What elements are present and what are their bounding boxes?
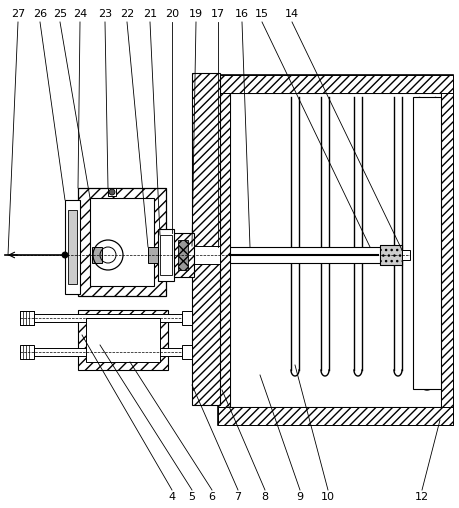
Bar (218, 75, 453, 425)
Bar (78, 310, 168, 370)
Bar (20, 345, 34, 359)
Bar (20, 311, 34, 325)
Text: 7: 7 (235, 492, 241, 502)
Text: 23: 23 (98, 9, 112, 19)
Circle shape (109, 189, 115, 195)
Bar (230, 247, 398, 263)
Bar (178, 240, 188, 270)
Bar (172, 233, 194, 277)
Text: 27: 27 (11, 9, 25, 19)
Bar (402, 250, 410, 260)
Text: 5: 5 (189, 492, 196, 502)
Text: 22: 22 (120, 9, 134, 19)
Text: 16: 16 (235, 9, 249, 19)
Bar (218, 93, 230, 407)
Bar (78, 188, 166, 296)
Text: 26: 26 (33, 9, 47, 19)
Bar (230, 93, 441, 407)
Text: 8: 8 (262, 492, 269, 502)
Bar (68, 210, 77, 284)
Text: 25: 25 (53, 9, 67, 19)
Bar (218, 75, 453, 93)
Bar (86, 318, 160, 362)
Text: 12: 12 (415, 492, 429, 502)
Bar (34, 348, 189, 356)
Bar (65, 200, 80, 294)
Text: 17: 17 (211, 9, 225, 19)
Text: 9: 9 (297, 492, 303, 502)
Text: 19: 19 (189, 9, 203, 19)
Text: 4: 4 (168, 492, 175, 502)
Bar (380, 245, 402, 265)
Bar (92, 247, 102, 263)
Bar (160, 235, 172, 275)
Text: 14: 14 (285, 9, 299, 19)
Text: 10: 10 (321, 492, 335, 502)
Bar (218, 407, 453, 425)
Bar (148, 247, 158, 263)
Bar (182, 345, 192, 359)
Text: 6: 6 (208, 492, 215, 502)
Bar (441, 93, 453, 407)
Text: 15: 15 (255, 9, 269, 19)
Bar (108, 188, 116, 196)
Bar (34, 314, 189, 322)
Text: 24: 24 (73, 9, 87, 19)
Bar (158, 229, 174, 281)
Bar (413, 97, 441, 389)
Text: 21: 21 (143, 9, 157, 19)
Bar (192, 73, 220, 405)
Text: 20: 20 (165, 9, 179, 19)
Bar (182, 311, 192, 325)
Bar (380, 245, 402, 265)
Circle shape (62, 252, 68, 258)
Bar (90, 198, 154, 286)
Bar (192, 246, 220, 264)
